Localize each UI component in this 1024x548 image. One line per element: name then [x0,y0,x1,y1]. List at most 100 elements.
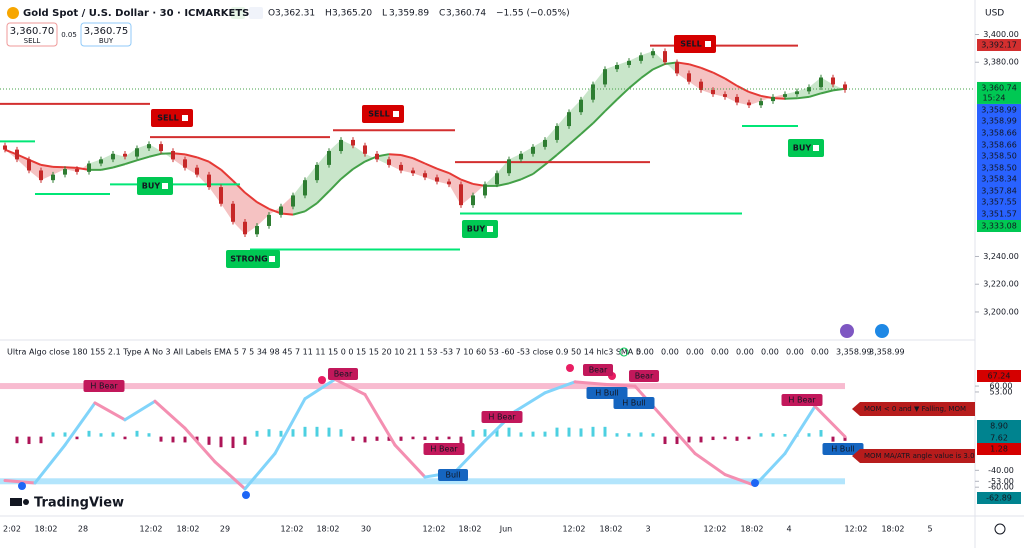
candle [303,180,307,196]
signal-box [226,250,280,268]
time-label: 29 [220,525,230,534]
indicator-settings[interactable] [619,347,629,357]
ema-line [748,91,762,97]
histogram-bar [603,426,607,437]
candle [159,144,163,152]
ema-line [712,71,726,80]
price-tag [977,196,1021,208]
ema-line [328,178,342,192]
ema-line [304,202,318,213]
histogram-bar [183,436,187,443]
candle [591,84,595,100]
candle [459,184,463,206]
ribbon [185,154,197,175]
indicator-value: 0.00 [636,348,654,357]
ribbon [293,180,305,215]
candle [771,96,775,102]
ema-line [256,201,270,210]
more-icon[interactable] [249,7,263,19]
price-tag-label: 3,351.57 [981,210,1017,219]
histogram-bar [255,430,259,437]
signal-icon [705,41,711,47]
histogram-bar [63,432,67,437]
time-label: 12:02 [562,525,585,534]
oscillator [33,443,67,485]
oscillator [363,392,397,447]
histogram-bar [75,436,79,440]
ema-line [148,152,162,158]
ema-line [136,155,150,162]
candle [363,145,367,154]
oscillator [453,439,487,474]
ribbon [305,164,317,212]
candle [195,167,199,175]
oscillator-signal-text: H Bear [488,413,516,422]
price-tag [977,150,1021,162]
histogram-bar [471,430,475,437]
signal-text: SELL [157,114,178,123]
settings-icon[interactable] [994,523,1006,535]
histogram-bar [663,436,667,445]
ribbon [173,153,185,168]
signal-text: BUY [793,144,812,153]
signal-box [462,220,498,238]
histogram-bar [579,428,583,437]
ribbon [377,154,389,165]
oscillator-signal-text: Bear [635,372,654,381]
candle [507,159,511,174]
histogram-bar [87,430,91,437]
ribbon [689,64,701,90]
ribbon [461,179,473,206]
sell-price: 3,360.70 [10,26,55,37]
ribbon [605,65,617,112]
indicator-value: 0.00 [786,348,804,357]
ema-line [496,182,510,187]
ribbon [41,164,53,181]
market-open-icon[interactable] [231,7,245,19]
candle [735,96,739,103]
candle [531,146,535,154]
ema-line [64,166,78,169]
alert-icon[interactable] [840,324,854,338]
oscillator [663,418,697,455]
candle [147,144,151,149]
histogram-bar [351,436,355,441]
candle [579,99,583,113]
indicator-name: Ultra Algo close 180 155 2.1 Type A No 3… [7,348,641,357]
oscillator-signal [613,397,655,409]
histogram-bar [411,436,415,440]
candle [387,159,391,165]
indicator-tick-label: -60.00 [988,483,1014,492]
oscillator [273,397,307,455]
histogram-bar [195,436,199,442]
buy-button[interactable] [80,22,132,47]
histogram-bar [27,436,31,445]
signal-icon [182,115,188,121]
signal-box [137,177,173,195]
candle [639,55,643,61]
histogram-bar [531,431,535,437]
indicator-tag-label: 67.24 [988,372,1011,381]
oscillator-signal [822,443,864,455]
oscillator [123,399,157,422]
indicator-value: 3,358.99 [869,348,905,357]
candle [351,139,355,146]
candle [759,101,763,106]
time-label: 3 [645,525,650,534]
ema-line [580,122,594,135]
histogram-bar [447,436,451,440]
signal-text: BUY [142,182,161,191]
oscillator [183,426,217,464]
time-label: 12:02 [703,525,726,534]
ribbon [593,69,605,124]
candle [399,164,403,171]
ema-line [592,110,606,124]
time-label: 4 [786,525,791,534]
candle [699,81,703,90]
sell-button[interactable] [6,22,58,47]
indicator-tick-label: 53.00 [990,387,1013,396]
flag-icon[interactable] [875,324,889,338]
ribbon [713,72,725,97]
ema-line [808,92,822,98]
histogram-bar [39,436,43,444]
